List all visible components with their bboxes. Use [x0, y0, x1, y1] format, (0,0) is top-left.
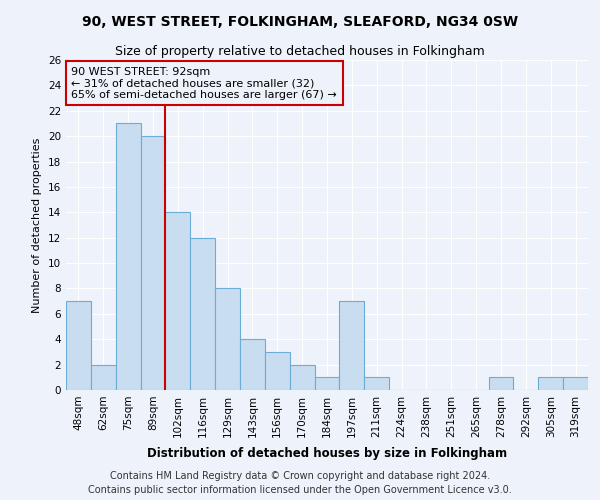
Bar: [91, 364, 116, 390]
Bar: [265, 352, 290, 390]
Bar: [488, 378, 514, 390]
Y-axis label: Number of detached properties: Number of detached properties: [32, 138, 43, 312]
Bar: [190, 238, 215, 390]
Bar: [340, 301, 364, 390]
Bar: [166, 212, 190, 390]
Text: 90, WEST STREET, FOLKINGHAM, SLEAFORD, NG34 0SW: 90, WEST STREET, FOLKINGHAM, SLEAFORD, N…: [82, 15, 518, 29]
Bar: [314, 378, 340, 390]
Text: 90 WEST STREET: 92sqm
← 31% of detached houses are smaller (32)
65% of semi-deta: 90 WEST STREET: 92sqm ← 31% of detached …: [71, 66, 337, 100]
Bar: [215, 288, 240, 390]
Bar: [538, 378, 563, 390]
Bar: [364, 378, 389, 390]
Text: Distribution of detached houses by size in Folkingham: Distribution of detached houses by size …: [147, 448, 507, 460]
Text: Contains HM Land Registry data © Crown copyright and database right 2024.
Contai: Contains HM Land Registry data © Crown c…: [88, 471, 512, 495]
Bar: [140, 136, 166, 390]
Text: Size of property relative to detached houses in Folkingham: Size of property relative to detached ho…: [115, 45, 485, 58]
Bar: [66, 301, 91, 390]
Bar: [240, 339, 265, 390]
Bar: [563, 378, 588, 390]
Bar: [290, 364, 314, 390]
Bar: [116, 124, 140, 390]
